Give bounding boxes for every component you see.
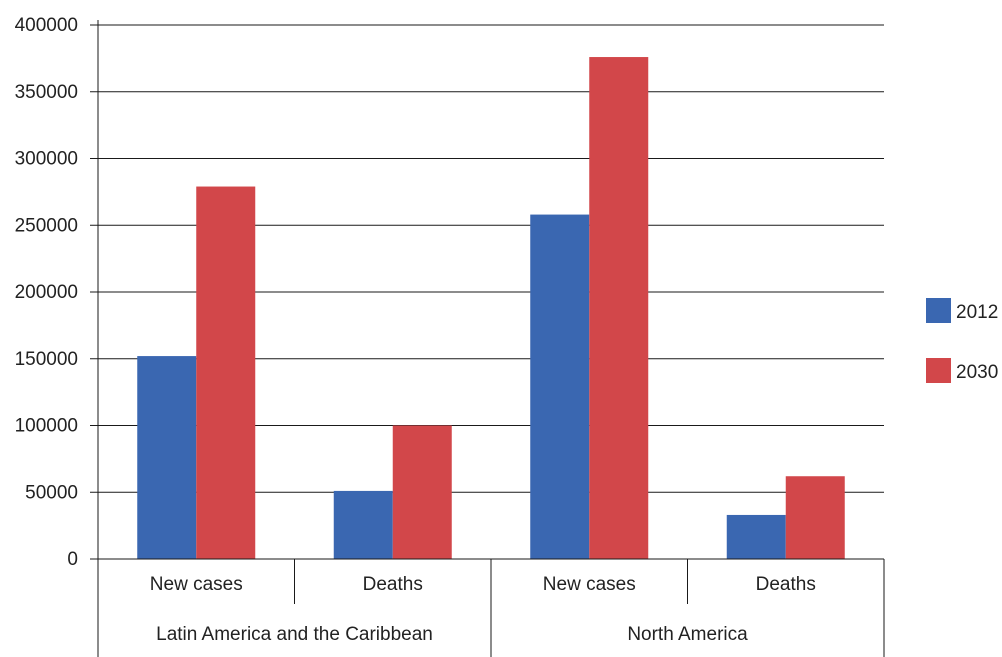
bar-2012-1 [333,490,393,559]
bar-2030-0 [196,186,256,559]
y-tick-label: 350000 [15,82,78,103]
category-label: New cases [543,574,636,595]
x-category-labels: New cases Deaths New cases Deaths Latin Amer… [150,574,816,645]
bar-2030-3 [785,476,845,559]
bar-2012-0 [137,356,197,559]
y-tick-label: 400000 [15,15,78,36]
legend-swatch-2030 [926,358,951,383]
bar-2012-2 [530,214,590,559]
legend-label: 2030 [956,362,998,383]
axes [90,20,885,657]
category-label: New cases [150,574,243,595]
bar-2030-1 [392,425,452,559]
bar-2030-2 [589,57,649,559]
legend-swatch-2012 [926,298,951,323]
group-label: Latin America and the Caribbean [156,624,433,645]
bar-2012-3 [726,514,786,559]
y-tick-labels: 0 50000 100000 150000 200000 250000 300000 3500… [15,15,78,570]
y-tick-label: 300000 [15,149,78,170]
y-tick-label: 100000 [15,416,78,437]
y-tick-label: 0 [67,549,78,570]
y-tick-label: 200000 [15,282,78,303]
y-tick-label: 50000 [25,482,78,503]
bars [137,57,845,559]
category-label: Deaths [756,574,816,595]
y-tick-label: 150000 [15,349,78,370]
y-tick-label: 250000 [15,215,78,236]
legend-label: 2012 [956,302,998,323]
legend: 2012 2030 [926,298,998,383]
category-label: Deaths [363,574,423,595]
group-label: North America [627,624,748,645]
